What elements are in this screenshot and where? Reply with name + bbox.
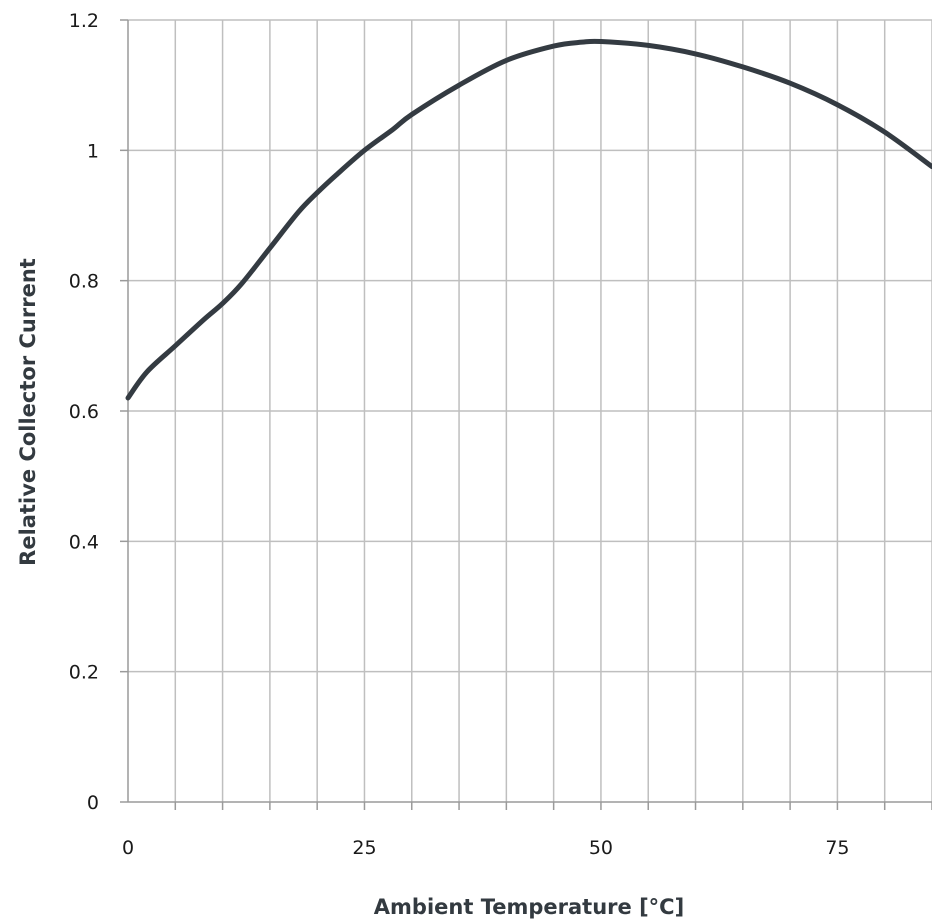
y-tick-label: 0.8 <box>69 271 99 293</box>
x-tick-label: 75 <box>825 837 849 859</box>
y-tick-label: 0 <box>87 792 99 814</box>
y-axis-title: Relative Collector Current <box>16 258 40 566</box>
series <box>125 38 932 401</box>
x-tick-label: 25 <box>352 837 376 859</box>
y-tick-label: 0.2 <box>69 662 99 684</box>
y-tick-label: 1.2 <box>69 10 99 32</box>
y-tick-label: 0.6 <box>69 401 99 423</box>
x-tick-label: 0 <box>122 837 134 859</box>
x-axis-title: Ambient Temperature [°C] <box>374 895 684 919</box>
y-tick-label: 0.4 <box>69 531 99 553</box>
ticks: 0 0.2 0.4 0.6 0.8 1 1.2 0 25 50 75 <box>69 10 932 859</box>
y-tick-label: 1 <box>87 140 99 162</box>
series-line <box>125 38 932 401</box>
x-tick-label: 50 <box>589 837 613 859</box>
grid <box>128 19 932 802</box>
